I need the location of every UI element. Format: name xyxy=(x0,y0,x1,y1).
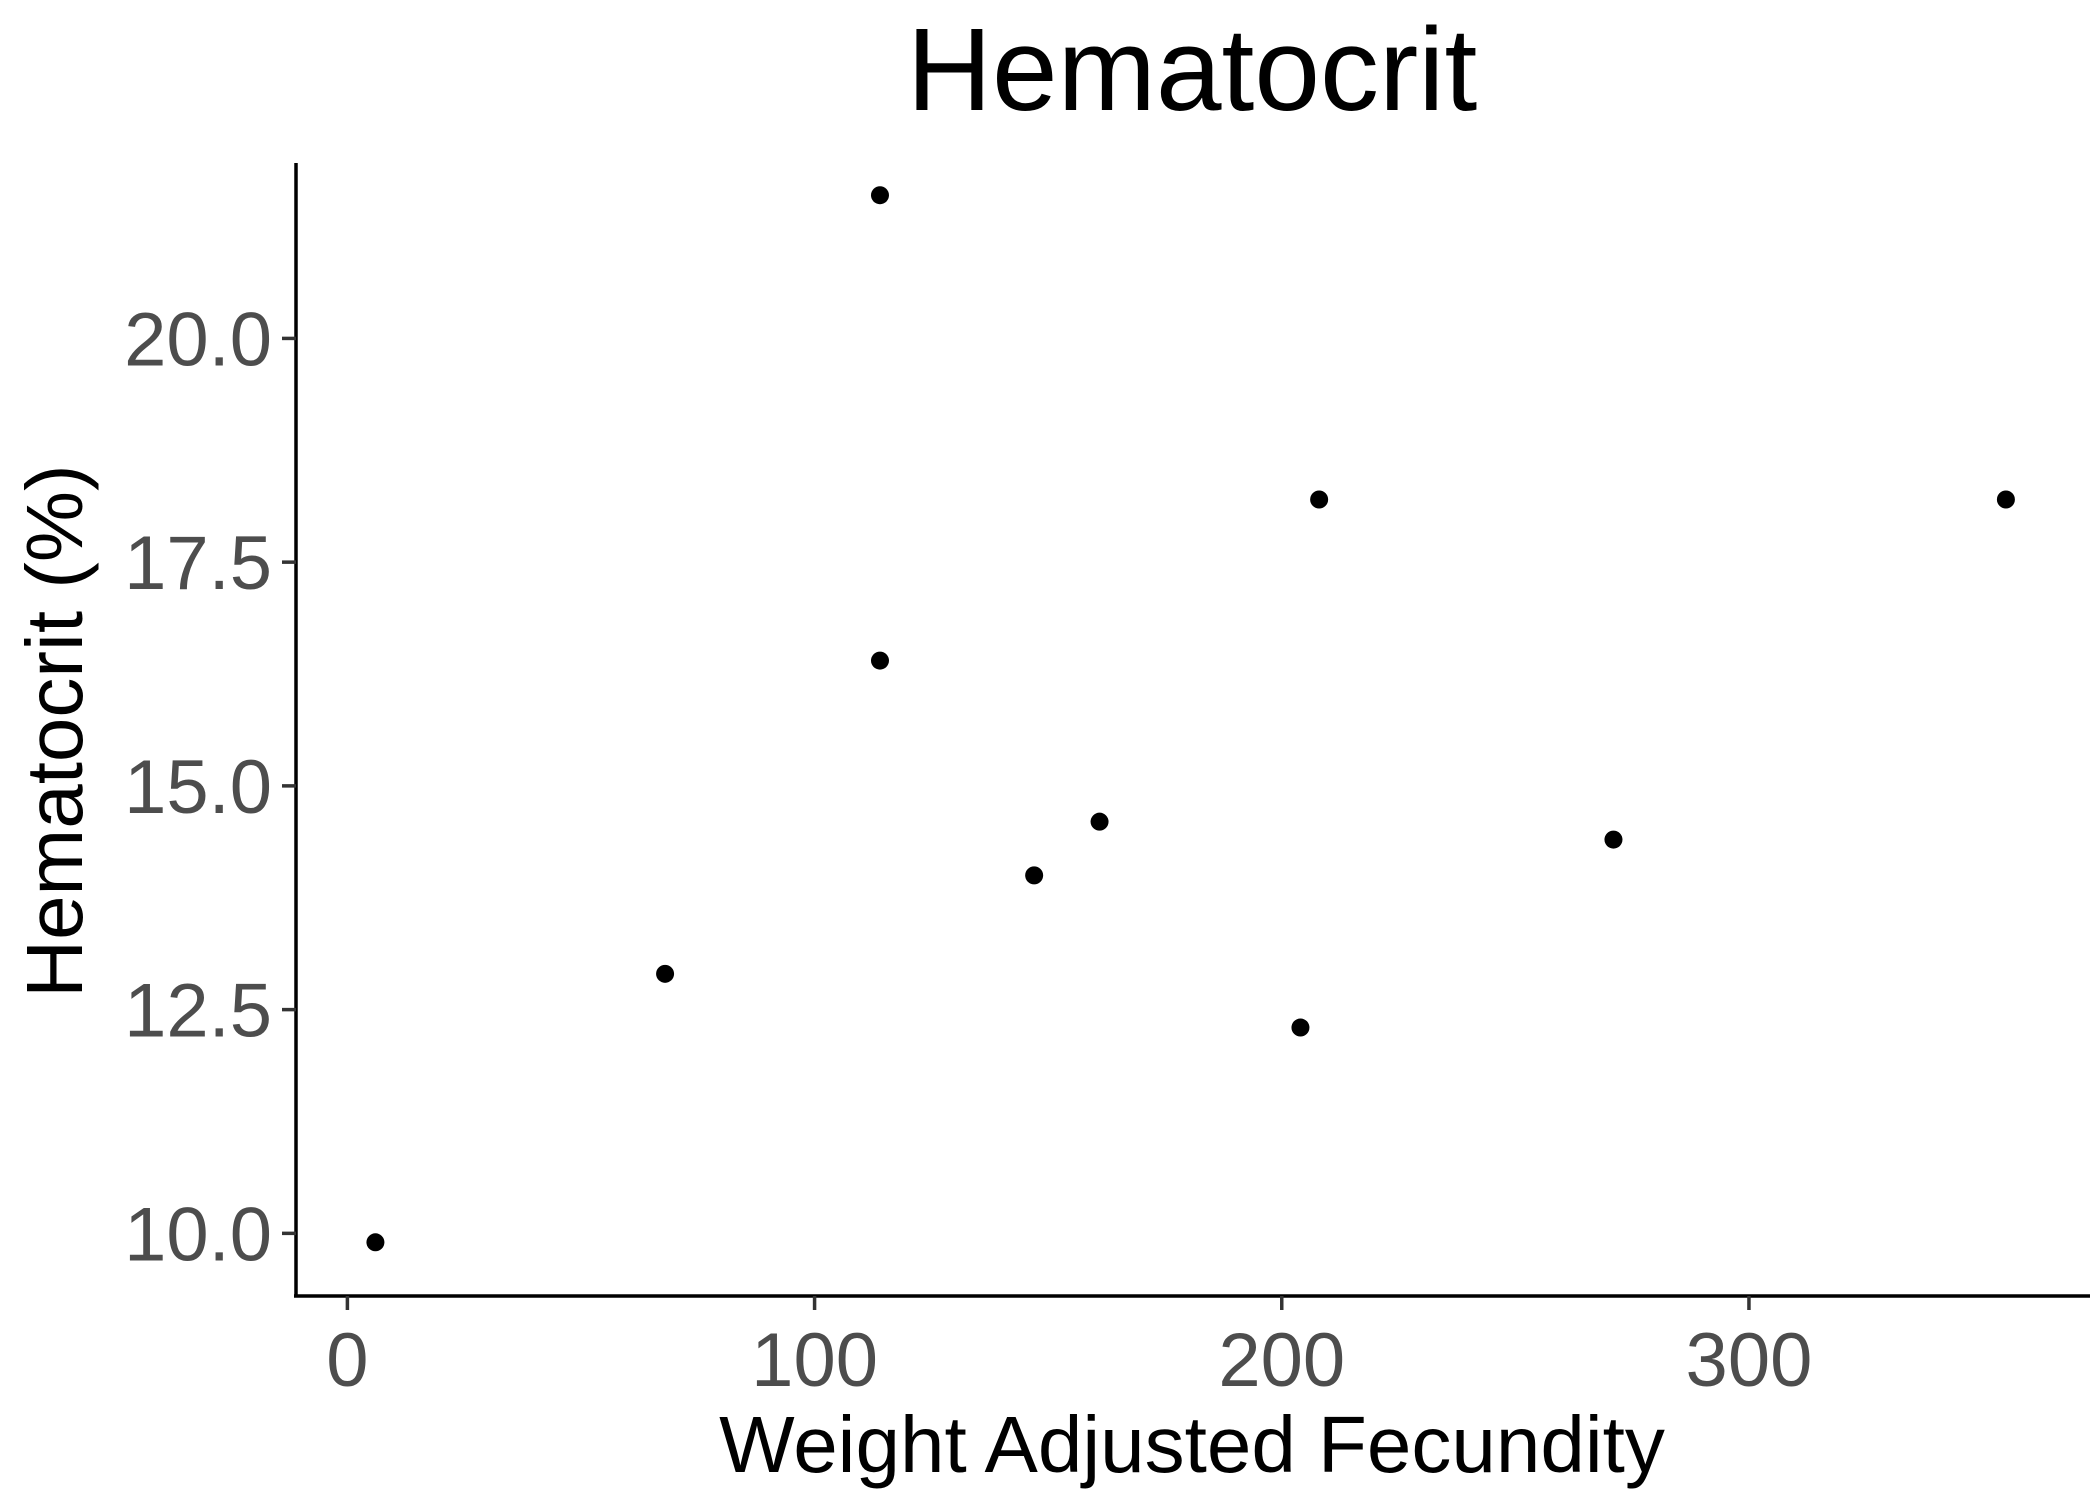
x-tick-label: 0 xyxy=(326,1318,368,1403)
x-tick-label: 200 xyxy=(1218,1318,1345,1403)
y-axis-label: Hematocrit (%) xyxy=(10,464,99,997)
chart-title: Hematocrit xyxy=(907,4,1477,136)
data-point xyxy=(1604,830,1623,849)
x-tick-label: 100 xyxy=(751,1318,878,1403)
x-axis-label: Weight Adjusted Fecundity xyxy=(719,1400,1665,1489)
data-point xyxy=(1025,866,1044,885)
y-tick-label: 20.0 xyxy=(124,297,272,382)
y-tick-label: 17.5 xyxy=(124,521,272,606)
data-point xyxy=(1291,1018,1310,1037)
data-point xyxy=(870,651,889,670)
y-ticks: 10.0 12.5 15.0 17.5 20.0 xyxy=(124,297,296,1277)
x-ticks: 0 100 200 300 xyxy=(326,1296,1812,1403)
y-tick-label: 12.5 xyxy=(124,969,272,1054)
data-point xyxy=(1090,812,1109,831)
data-point xyxy=(1310,490,1329,509)
data-point xyxy=(870,186,889,205)
data-point xyxy=(656,964,675,983)
data-point xyxy=(366,1233,385,1252)
data-points xyxy=(366,186,2015,1252)
axes xyxy=(294,163,2090,1298)
y-tick-label: 10.0 xyxy=(124,1192,272,1277)
y-tick-label: 15.0 xyxy=(124,745,272,830)
x-tick-label: 300 xyxy=(1686,1318,1813,1403)
data-point xyxy=(1996,490,2015,509)
